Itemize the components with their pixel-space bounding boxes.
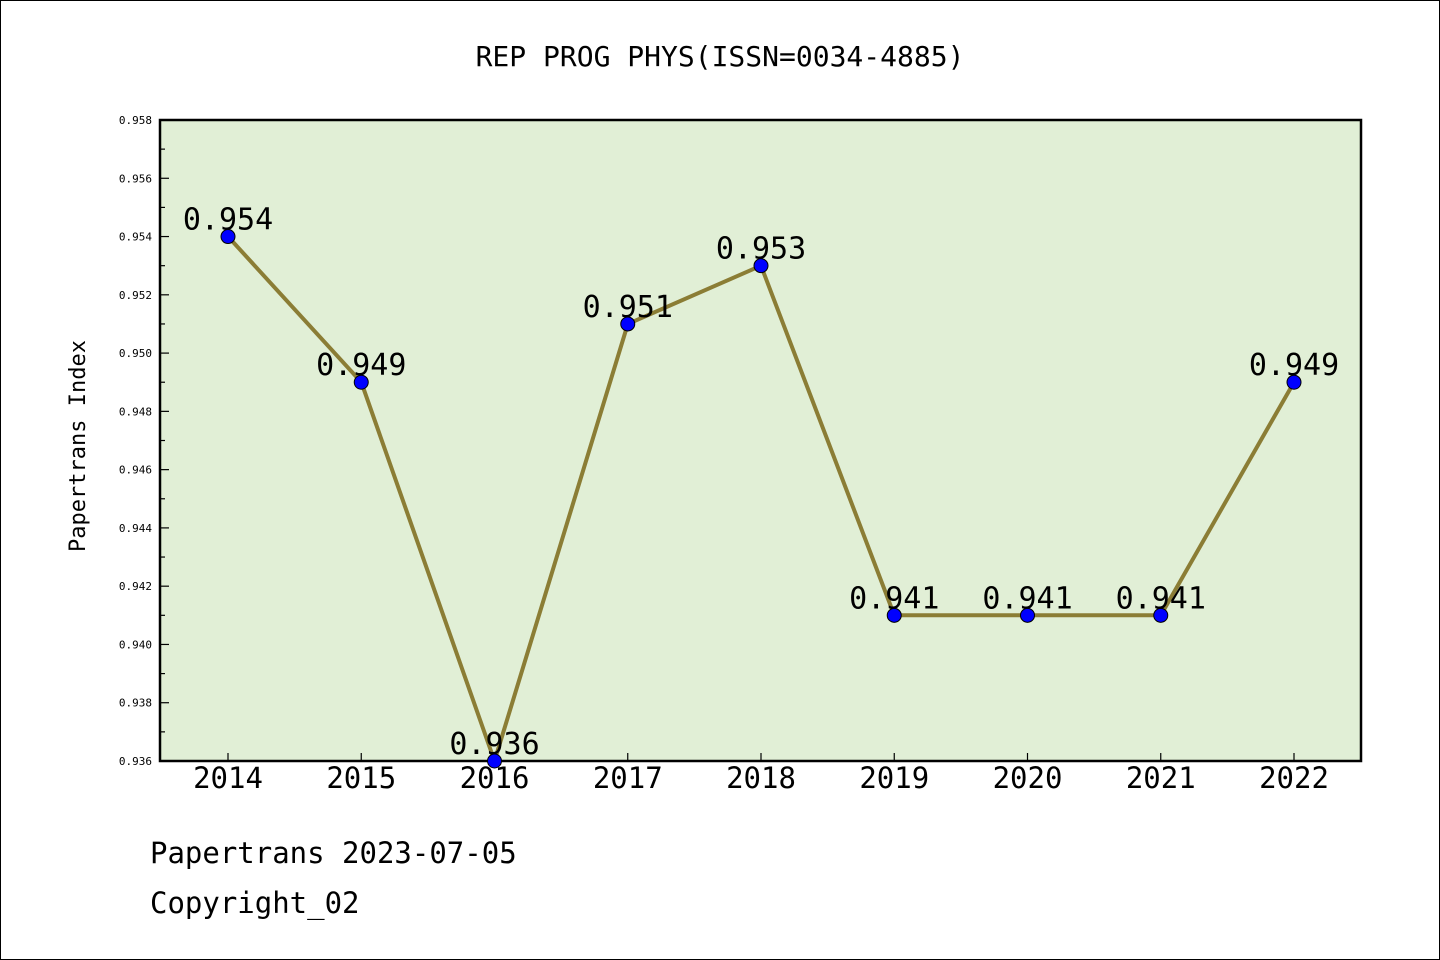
data-label: 0.941: [849, 581, 939, 616]
data-label: 0.941: [1116, 581, 1206, 616]
data-point: [620, 316, 636, 332]
data-point: [886, 607, 902, 623]
data-label: 0.941: [982, 581, 1072, 616]
y-tick-label: 0.948: [119, 405, 152, 418]
data-point: [220, 229, 236, 245]
footer-date: Papertrans 2023-07-05: [150, 836, 517, 870]
chart-title: REP PROG PHYS(ISSN=0034-4885): [476, 40, 965, 73]
y-tick-label: 0.946: [119, 464, 152, 477]
y-tick-label: 0.944: [119, 522, 152, 535]
x-tick-label: 2014: [193, 761, 263, 795]
y-tick-label: 0.936: [119, 755, 152, 768]
data-point: [353, 374, 369, 390]
data-label: 0.936: [449, 727, 539, 762]
x-tick-label: 2019: [859, 761, 929, 795]
y-tick-label: 0.950: [119, 347, 152, 360]
y-tick-label: 0.938: [119, 697, 152, 710]
x-axis: 2014 2015 2016 2017 2018 2019 2020 2021 2022: [193, 753, 1329, 795]
data-label: 0.951: [583, 290, 673, 325]
y-tick-label: 0.942: [119, 580, 152, 593]
x-tick-label: 2015: [326, 761, 396, 795]
data-point: [1153, 607, 1169, 623]
data-label: 0.949: [1249, 348, 1339, 383]
y-axis-title: Papertrans Index: [66, 340, 91, 552]
x-tick-label: 2020: [993, 761, 1063, 795]
data-point: [1020, 607, 1035, 623]
data-points: [220, 229, 1302, 769]
data-point: [753, 258, 769, 274]
data-labels: 0.954 0.949 0.936 0.951 0.953 0.941 0.941 0.941…: [183, 203, 1339, 762]
x-tick-label: 2021: [1126, 761, 1196, 795]
footer-copyright: Copyright_02: [150, 886, 360, 920]
plot-area: [158, 118, 1363, 763]
y-axis: 0.936 0.938 0.940 0.942 0.944 0.946 0.948 0.950…: [119, 114, 169, 768]
y-tick-label: 0.954: [119, 231, 152, 244]
x-tick-label: 2022: [1259, 761, 1329, 795]
y-tick-label: 0.940: [119, 638, 152, 651]
data-label: 0.953: [716, 232, 806, 267]
y-tick-label: 0.956: [119, 172, 152, 185]
data-label: 0.949: [316, 348, 406, 383]
data-point: [487, 753, 502, 769]
data-point: [1286, 374, 1302, 390]
x-tick-label: 2017: [593, 761, 663, 795]
data-label: 0.954: [183, 203, 273, 238]
y-tick-label: 0.952: [119, 289, 152, 302]
y-tick-label: 0.958: [119, 114, 152, 127]
x-tick-label: 2018: [726, 761, 796, 795]
